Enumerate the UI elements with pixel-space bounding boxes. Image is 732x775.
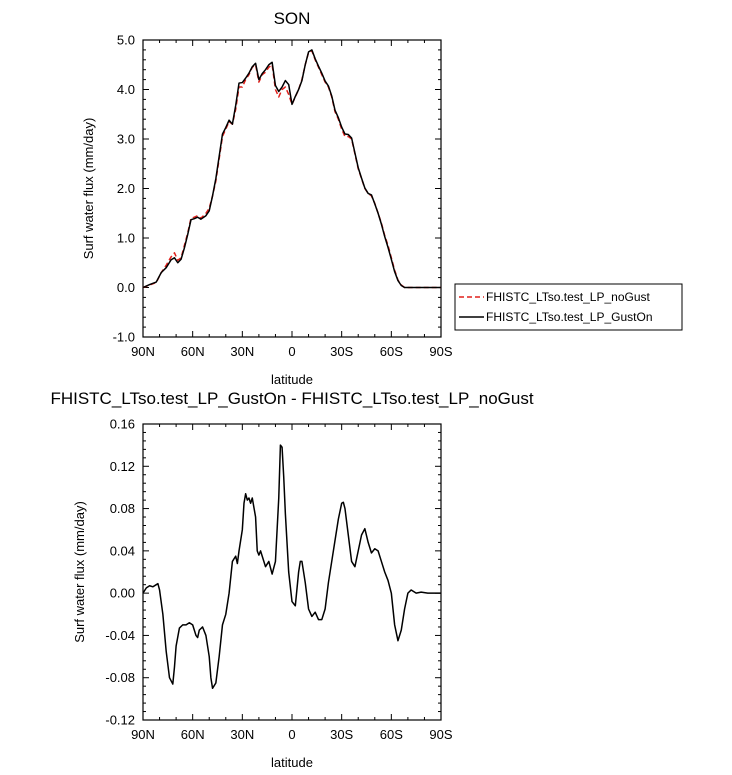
- legend-box: [454, 283, 683, 331]
- bottom-y-tick-label: -0.04: [105, 628, 135, 643]
- legend-entry-guston: FHISTC_LTso.test_LP_GustOn: [486, 310, 653, 324]
- top-y-axis-label: Surf water flux (mm/day): [81, 118, 96, 260]
- bottom-y-tick-label: 0.16: [110, 417, 135, 432]
- top-axis-ticks: 90N 60N 30N 0 30S 60S 90S -1.0 0.0 1.0 2.0 3.0 4.0 5.…: [113, 33, 453, 360]
- top-x-tick-label: 60N: [181, 344, 205, 359]
- top-chart-title: SON: [274, 9, 311, 28]
- top-y-tick-label: -1.0: [113, 330, 135, 345]
- bottom-x-tick-label: 90S: [429, 727, 452, 742]
- bottom-series-line-difference: [142, 444, 441, 690]
- bottom-axis-ticks: 90N 60N 30N 0 30S 60S 90S -0.12 -0.08 -0.04 0.00 0.…: [105, 417, 453, 743]
- bottom-y-tick-label: 0.00: [110, 586, 135, 601]
- top-x-tick-label: 0: [288, 344, 295, 359]
- bottom-y-tick-label: 0.04: [110, 543, 135, 558]
- legend-entry-nogust: FHISTC_LTso.test_LP_noGust: [486, 290, 651, 304]
- top-y-tick-label: 2.0: [117, 181, 135, 196]
- bottom-series-layer: [142, 444, 441, 690]
- bottom-x-tick-label: 90N: [131, 727, 155, 742]
- bottom-plot-frame: [142, 423, 442, 721]
- bottom-chart-title: FHISTC_LTso.test_LP_GustOn - FHISTC_LTso…: [50, 389, 533, 408]
- bottom-x-tick-label: 60S: [380, 727, 403, 742]
- bottom-y-tick-label: 0.08: [110, 501, 135, 516]
- top-x-tick-label: 30N: [230, 344, 254, 359]
- bottom-panel: FHISTC_LTso.test_LP_GustOn - FHISTC_LTso…: [50, 389, 533, 770]
- top-x-tick-label: 90S: [429, 344, 452, 359]
- top-series-line-nogust: [142, 50, 441, 289]
- top-x-tick-label: 30S: [330, 344, 353, 359]
- bottom-x-axis-label: latitude: [271, 755, 313, 770]
- bottom-x-tick-label: 30N: [230, 727, 254, 742]
- bottom-y-tick-label: -0.12: [105, 713, 135, 728]
- top-y-tick-label: 3.0: [117, 132, 135, 147]
- top-panel: SON 90N 60N 30N 0 30S 60S 90S -1.0 0.0 1.0 2.0 3.0 4…: [81, 9, 683, 387]
- top-y-tick-label: 1.0: [117, 231, 135, 246]
- top-y-tick-label: 4.0: [117, 82, 135, 97]
- top-series-layer: [142, 49, 441, 289]
- bottom-x-tick-label: 60N: [181, 727, 205, 742]
- bottom-y-axis-label: Surf water flux (mm/day): [72, 501, 87, 643]
- bottom-y-tick-label: -0.08: [105, 670, 135, 685]
- top-x-axis-label: latitude: [271, 372, 313, 387]
- top-series-line-guston: [142, 49, 441, 289]
- top-x-tick-label: 90N: [131, 344, 155, 359]
- bottom-y-tick-label: 0.12: [110, 459, 135, 474]
- bottom-x-tick-label: 0: [288, 727, 295, 742]
- top-y-tick-label: 5.0: [117, 33, 135, 48]
- bottom-x-tick-label: 30S: [330, 727, 353, 742]
- top-y-tick-label: 0.0: [117, 280, 135, 295]
- top-x-tick-label: 60S: [380, 344, 403, 359]
- top-plot-frame: [142, 39, 442, 338]
- legend: FHISTC_LTso.test_LP_noGust FHISTC_LTso.t…: [454, 283, 683, 331]
